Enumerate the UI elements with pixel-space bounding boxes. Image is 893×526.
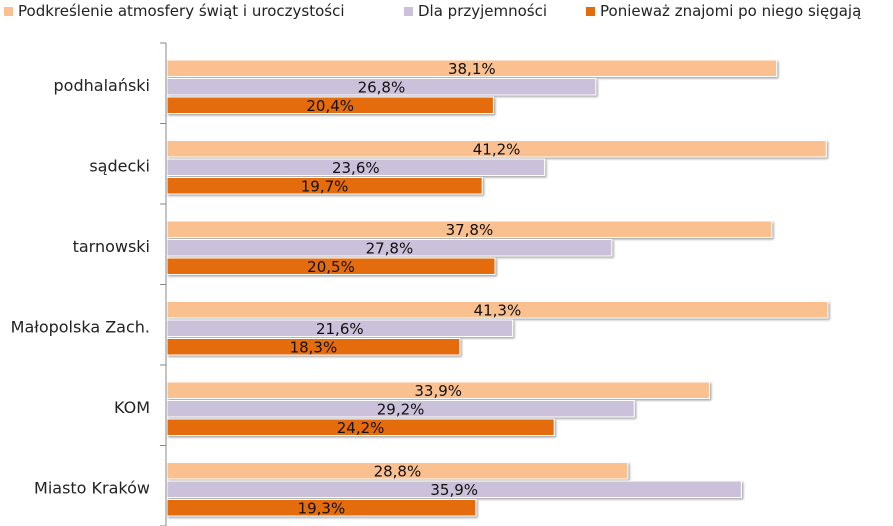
data-label: 26,8%: [358, 79, 406, 97]
category-label: Miasto Kraków: [34, 479, 150, 498]
bars: 38,1% 26,8%20,4% 41,2% 23,6%19,7% 37,8% 27,8%…: [166, 59, 829, 518]
bar-2: [166, 158, 546, 176]
category-label: sądecki: [89, 157, 150, 176]
data-label: 41,3%: [474, 302, 522, 320]
bar-3: [166, 338, 461, 356]
category-axis: podhalański sądecki tarnowski Małopolska Za…: [11, 42, 167, 526]
data-label: 18,3%: [290, 339, 338, 357]
bar-3: [166, 257, 496, 275]
bar-2: [166, 239, 613, 257]
legend-label-3: Ponieważ znajomi po niego sięgają: [600, 2, 861, 20]
bar-2: [166, 400, 635, 418]
bar-3: [166, 96, 494, 114]
data-label: 21,6%: [316, 320, 364, 338]
bar-1: [166, 220, 773, 238]
legend-label-2: Dla przyjemności: [418, 2, 547, 20]
bar-3: [166, 499, 477, 517]
legend: Podkreślenie atmosfery świąt i uroczysto…: [4, 2, 861, 20]
data-label: 24,2%: [337, 419, 385, 437]
data-label: 19,3%: [298, 500, 346, 518]
data-label: 19,7%: [301, 178, 349, 196]
data-label: 29,2%: [377, 401, 425, 419]
bar-3: [166, 418, 555, 436]
category-label: KOM: [114, 398, 150, 417]
legend-swatch-3: [586, 7, 595, 16]
data-label: 28,8%: [374, 463, 422, 481]
data-label: 23,6%: [332, 159, 380, 177]
bar-1: [166, 301, 829, 319]
data-label: 27,8%: [366, 240, 414, 258]
data-label: 35,9%: [430, 481, 478, 499]
data-label: 20,4%: [306, 97, 354, 115]
legend-label-1: Podkreślenie atmosfery świąt i uroczysto…: [18, 2, 345, 20]
data-label: 37,8%: [446, 221, 494, 239]
bar-2: [166, 480, 742, 498]
data-label: 41,2%: [473, 141, 521, 159]
category-label: Małopolska Zach.: [11, 318, 150, 337]
bar-1: [166, 381, 710, 399]
legend-swatch-2: [404, 7, 413, 16]
bar-2: [166, 78, 597, 96]
legend-swatch-1: [4, 7, 13, 16]
data-label: 20,5%: [307, 258, 355, 276]
bar-2: [166, 319, 514, 337]
bar-1: [166, 140, 827, 158]
data-label: 38,1%: [448, 60, 496, 78]
data-label: 33,9%: [414, 382, 462, 400]
category-label: tarnowski: [73, 237, 150, 256]
bar-1: [166, 59, 778, 77]
bar-3: [166, 177, 483, 195]
bar-1: [166, 462, 629, 480]
category-label: podhalański: [54, 76, 150, 95]
